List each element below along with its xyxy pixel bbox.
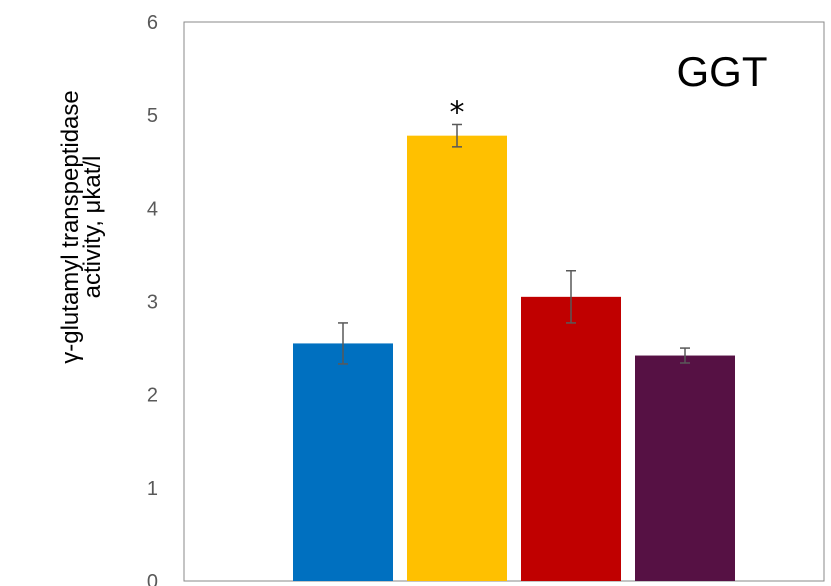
y-tick-label: 1 (147, 478, 158, 500)
significance-marker: * (450, 95, 465, 130)
y-tick-label: 4 (147, 198, 158, 220)
y-axis-title: γ-glutamyl transpeptidase activity, μkat… (57, 90, 106, 363)
error-bar (452, 123, 462, 148)
bar (521, 296, 621, 581)
y-axis-title-line2: activity, μkat/l (79, 156, 106, 299)
panel-title: GGT (677, 48, 768, 95)
error-bar (566, 270, 576, 324)
bar (635, 355, 735, 581)
y-axis-ticks: 0 1 2 3 4 5 6 (147, 12, 158, 586)
y-tick-label: 6 (147, 12, 158, 34)
y-tick-label: 5 (147, 105, 158, 127)
y-tick-label: 3 (147, 292, 158, 314)
y-tick-label: 0 (147, 571, 158, 586)
error-bars (338, 123, 690, 365)
error-bar (680, 347, 690, 364)
bar (293, 343, 393, 581)
y-tick-label: 2 (147, 385, 158, 407)
bars (293, 135, 735, 581)
error-bar (338, 322, 348, 365)
bar (407, 135, 507, 581)
y-axis-title-line1: γ-glutamyl transpeptidase (57, 90, 84, 363)
annotations: * (450, 95, 465, 130)
